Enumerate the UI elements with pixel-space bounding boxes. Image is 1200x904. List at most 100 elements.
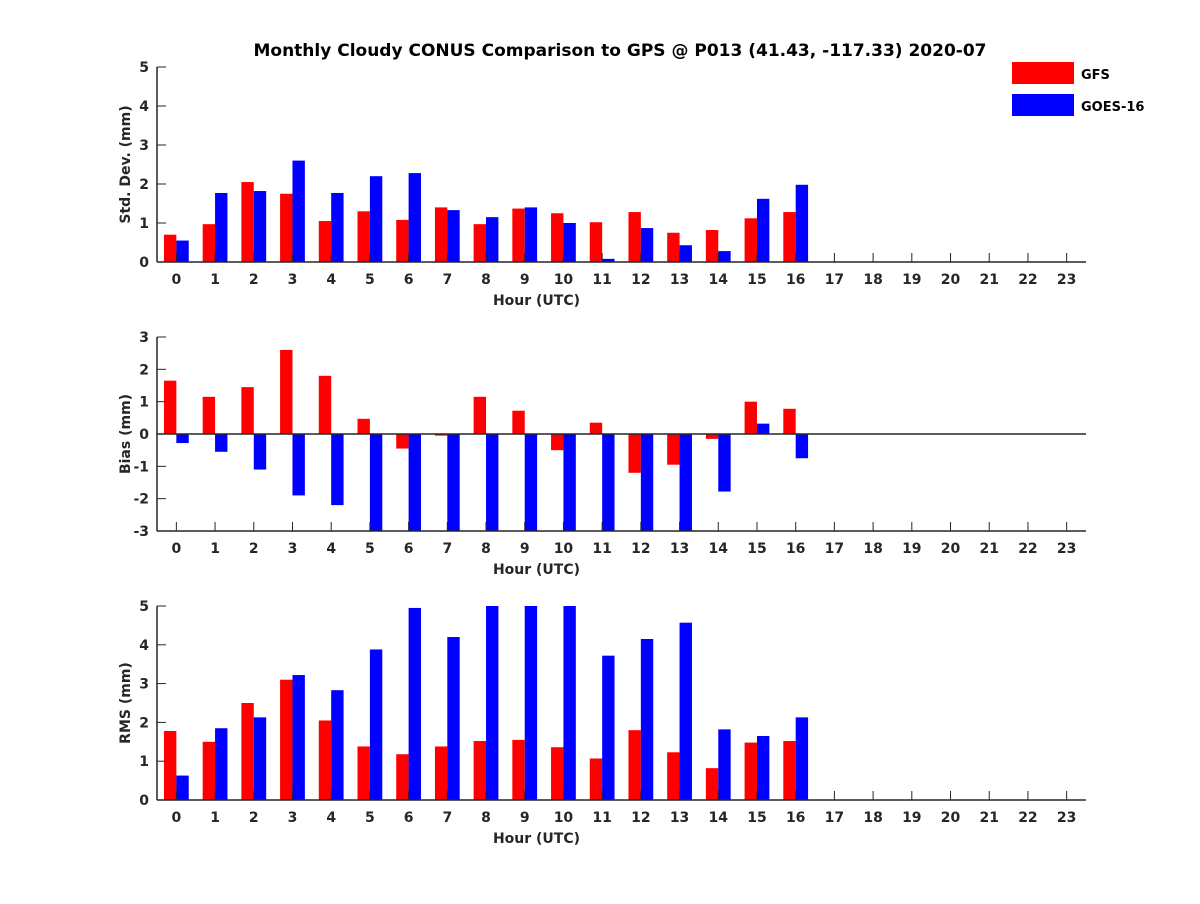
y-tick-label: 5 — [139, 599, 149, 615]
y-tick-label: -2 — [133, 492, 149, 508]
bar-goes16-11 — [602, 434, 615, 531]
bar-goes16-5 — [369, 649, 383, 800]
x-tick-label: 16 — [786, 541, 805, 557]
x-tick-label: 12 — [631, 810, 650, 826]
x-tick-label: 6 — [404, 272, 414, 288]
bar-gfs-4 — [318, 720, 332, 800]
bar-gfs-4 — [318, 375, 332, 434]
x-tick-label: 11 — [592, 272, 611, 288]
x-tick-label: 1 — [210, 810, 220, 826]
x-tick-label: 20 — [941, 541, 961, 557]
bar-goes16-14 — [718, 434, 731, 492]
bar-gfs-2 — [241, 387, 254, 434]
x-axis-label: Hour (UTC) — [493, 831, 580, 847]
bar-gfs-12 — [628, 730, 641, 800]
bar-goes16-14 — [718, 251, 731, 262]
x-tick-label: 14 — [709, 272, 729, 288]
x-axis-label: Hour (UTC) — [493, 562, 580, 578]
bar-goes16-14 — [718, 729, 731, 800]
bar-goes16-2 — [253, 191, 267, 262]
y-tick-label: 4 — [139, 638, 149, 654]
bar-gfs-15 — [744, 401, 757, 434]
x-tick-label: 11 — [592, 541, 611, 557]
x-tick-label: 4 — [326, 272, 336, 288]
x-tick-label: 18 — [863, 272, 882, 288]
x-tick-label: 1 — [210, 541, 220, 557]
x-tick-label: 23 — [1057, 541, 1076, 557]
bar-goes16-15 — [756, 423, 770, 434]
bar-goes16-13 — [679, 434, 692, 531]
bar-gfs-3 — [280, 349, 293, 434]
x-tick-label: 5 — [365, 541, 375, 557]
bar-goes16-0 — [176, 775, 189, 800]
x-tick-label: 15 — [747, 272, 766, 288]
bar-gfs-14 — [705, 230, 719, 262]
bar-gfs-6 — [396, 219, 409, 262]
x-tick-label: 21 — [979, 810, 998, 826]
x-tick-label: 10 — [554, 541, 574, 557]
y-tick-label: 1 — [139, 754, 149, 770]
x-tick-label: 21 — [979, 272, 998, 288]
x-tick-label: 6 — [404, 541, 414, 557]
bar-goes16-3 — [292, 675, 305, 800]
x-tick-label: 3 — [288, 810, 298, 826]
bar-goes16-8 — [486, 217, 499, 262]
x-tick-label: 7 — [442, 810, 452, 826]
bar-goes16-8 — [486, 606, 499, 800]
bar-gfs-16 — [783, 741, 796, 800]
x-tick-label: 15 — [747, 541, 766, 557]
bar-goes16-2 — [253, 717, 267, 800]
x-tick-label: 0 — [171, 810, 181, 826]
x-tick-label: 18 — [863, 541, 882, 557]
bar-gfs-16 — [783, 408, 796, 434]
bar-gfs-3 — [280, 679, 293, 800]
bar-goes16-13 — [679, 622, 692, 800]
y-tick-label: 2 — [139, 177, 149, 193]
x-tick-label: 18 — [863, 810, 882, 826]
legend-label-goes16: GOES-16 — [1081, 100, 1144, 115]
bar-gfs-13 — [667, 434, 680, 465]
x-tick-label: 13 — [670, 541, 689, 557]
legend-label-gfs: GFS — [1081, 68, 1110, 83]
bar-goes16-3 — [292, 160, 305, 262]
bar-goes16-4 — [331, 434, 344, 506]
bar-goes16-16 — [795, 434, 809, 459]
y-tick-label: 3 — [139, 138, 149, 154]
bar-gfs-6 — [396, 754, 409, 800]
bar-goes16-11 — [602, 258, 615, 262]
y-tick-label: 2 — [139, 715, 149, 731]
bar-goes16-9 — [524, 606, 538, 800]
bar-gfs-9 — [512, 739, 525, 800]
x-tick-label: 16 — [786, 272, 805, 288]
x-tick-label: 20 — [941, 810, 961, 826]
bar-goes16-10 — [563, 606, 576, 800]
bar-goes16-2 — [253, 434, 267, 470]
bar-goes16-6 — [408, 607, 421, 800]
legend-swatch-gfs — [1012, 62, 1074, 84]
bar-gfs-1 — [202, 396, 216, 434]
bar-gfs-7 — [434, 207, 448, 262]
bar-gfs-11 — [589, 758, 603, 800]
bar-gfs-0 — [163, 234, 177, 262]
bar-goes16-1 — [215, 192, 228, 262]
x-tick-label: 5 — [365, 272, 375, 288]
x-tick-label: 23 — [1057, 810, 1076, 826]
bar-goes16-6 — [408, 173, 421, 262]
bar-gfs-0 — [163, 730, 177, 800]
x-tick-label: 21 — [979, 541, 998, 557]
x-tick-label: 11 — [592, 810, 611, 826]
x-tick-label: 13 — [670, 272, 689, 288]
bar-gfs-10 — [551, 747, 564, 800]
bar-gfs-11 — [589, 422, 603, 434]
bar-gfs-8 — [473, 396, 487, 434]
x-tick-label: 6 — [404, 810, 414, 826]
y-tick-label: -3 — [133, 524, 149, 540]
x-tick-label: 12 — [631, 541, 650, 557]
bar-gfs-7 — [434, 434, 448, 436]
bar-goes16-1 — [215, 434, 228, 452]
x-tick-label: 19 — [902, 272, 921, 288]
bar-gfs-7 — [434, 746, 448, 800]
